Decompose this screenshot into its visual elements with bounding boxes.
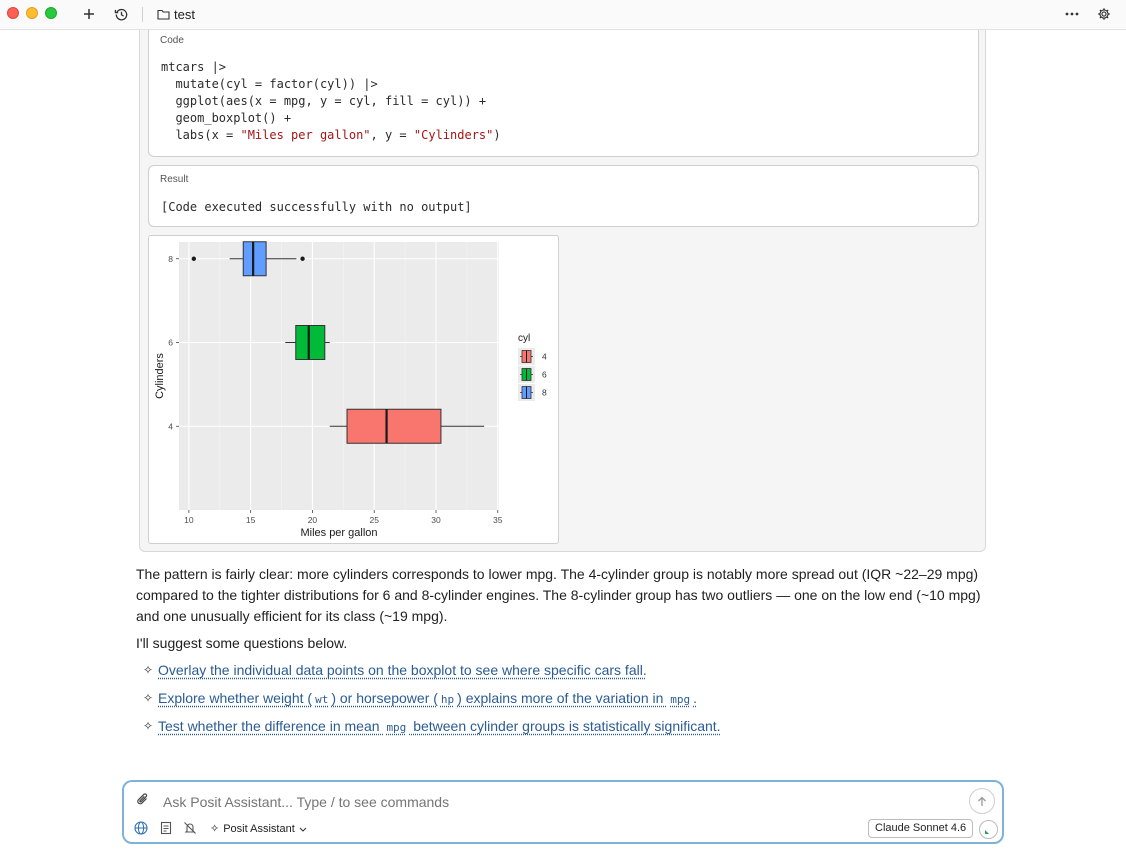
code-line: geom_boxplot() + xyxy=(161,111,292,125)
x-tick-label: 10 xyxy=(184,515,194,525)
response-paragraph: The pattern is fairly clear: more cylind… xyxy=(136,566,981,624)
box-8 xyxy=(242,241,267,277)
legend-label: 4 xyxy=(542,352,547,362)
x-tick-label: 30 xyxy=(431,515,441,525)
y-axis-title: Cylinders xyxy=(154,353,166,399)
paperclip-icon[interactable] xyxy=(136,792,150,812)
gear-icon[interactable] xyxy=(1095,4,1113,24)
plus-icon[interactable] xyxy=(81,4,97,24)
suggestion-link[interactable]: Overlay the individual data points on th… xyxy=(158,662,647,678)
y-tick-label: 8 xyxy=(168,254,173,264)
y-tick-label: 6 xyxy=(168,338,173,348)
chat-input-box: ✧ Posit Assistant Claude Sonnet 4.6 xyxy=(122,780,1004,844)
x-tick-label: 25 xyxy=(369,515,379,525)
bell-off-icon[interactable] xyxy=(183,821,197,835)
code-label: Code xyxy=(160,35,184,46)
result-label: Result xyxy=(160,174,189,185)
result-block: Result [Code executed successfully with … xyxy=(148,165,979,227)
agent-selector[interactable]: ✧ Posit Assistant xyxy=(210,822,307,835)
sparkle-icon: ✧ xyxy=(143,691,154,705)
suggestion-item[interactable]: ✧ Overlay the individual data points on … xyxy=(143,662,647,678)
inline-code: mpg xyxy=(386,721,407,734)
code-content: mtcars |> mutate(cyl = factor(cyl)) |> g… xyxy=(161,59,501,144)
folder-icon xyxy=(156,4,170,24)
ellipsis-icon[interactable] xyxy=(1063,4,1081,24)
result-text: [Code executed successfully with no outp… xyxy=(161,200,472,214)
code-line: mutate(cyl = factor(cyl)) |> xyxy=(161,77,378,91)
toolbar-divider xyxy=(142,7,143,22)
legend-label: 8 xyxy=(542,388,547,398)
document-icon[interactable] xyxy=(160,821,172,835)
suggestion-item[interactable]: ✧ Test whether the difference in mean mp… xyxy=(143,718,721,734)
inline-code: wt xyxy=(315,693,329,706)
model-selector-button[interactable]: Claude Sonnet 4.6 xyxy=(868,819,974,838)
code-line: ggplot(aes(x = mpg, y = cyl, fill = cyl)… xyxy=(161,94,487,108)
boxplot-output: 10 15 20 25 30 35 4 6 8 Miles per gallon Cylinders… xyxy=(148,235,559,544)
plot-panel xyxy=(179,242,499,510)
y-tick-label: 4 xyxy=(168,421,173,431)
agent-label: Posit Assistant xyxy=(223,822,295,835)
maximize-window-button[interactable] xyxy=(45,7,57,19)
box-4 xyxy=(346,408,442,444)
x-tick-label: 15 xyxy=(246,515,256,525)
x-tick-label: 35 xyxy=(493,515,503,525)
sparkle-icon: ✧ xyxy=(143,719,154,733)
sparkle-icon: ✧ xyxy=(143,663,154,677)
inline-code: mpg xyxy=(670,693,691,706)
suggestion-item[interactable]: ✧ Explore whether weight (wt) or horsepo… xyxy=(143,690,697,706)
sparkle-icon: ✧ xyxy=(210,823,220,835)
outlier-point xyxy=(300,256,305,261)
boxplot-chart: 10 15 20 25 30 35 4 6 8 Miles per gallon Cylinders… xyxy=(154,241,547,539)
tool-call-panel: Code mtcars |> mutate(cyl = factor(cyl))… xyxy=(139,30,986,552)
history-icon[interactable] xyxy=(112,4,130,24)
outlier-point xyxy=(191,256,197,261)
title-bar: test xyxy=(0,0,1126,30)
globe-icon[interactable] xyxy=(134,821,148,835)
x-axis-title: Miles per gallon xyxy=(300,527,377,539)
code-line: mtcars |> xyxy=(161,60,227,74)
code-line: labs(x = "Miles per gallon", y = "Cylind… xyxy=(161,128,501,142)
chevron-down-icon xyxy=(299,823,307,835)
inline-code: hp xyxy=(440,693,455,706)
legend-label: 6 xyxy=(542,370,547,380)
x-tick-label: 20 xyxy=(308,515,318,525)
suggestion-link[interactable]: Explore whether weight (wt) or horsepowe… xyxy=(158,690,698,706)
window-title: test xyxy=(174,7,195,22)
box-6 xyxy=(295,325,326,360)
response-paragraph: I'll suggest some questions below. xyxy=(136,635,348,651)
close-window-button[interactable] xyxy=(7,7,19,19)
status-indicator-icon xyxy=(979,820,998,839)
code-block: Code mtcars |> mutate(cyl = factor(cyl))… xyxy=(148,30,979,157)
minimize-window-button[interactable] xyxy=(26,7,38,19)
arrow-up-icon[interactable] xyxy=(969,788,995,814)
legend-title: cyl xyxy=(518,333,530,344)
suggestion-link[interactable]: Test whether the difference in mean mpg … xyxy=(158,718,721,734)
chat-input[interactable] xyxy=(163,794,943,810)
